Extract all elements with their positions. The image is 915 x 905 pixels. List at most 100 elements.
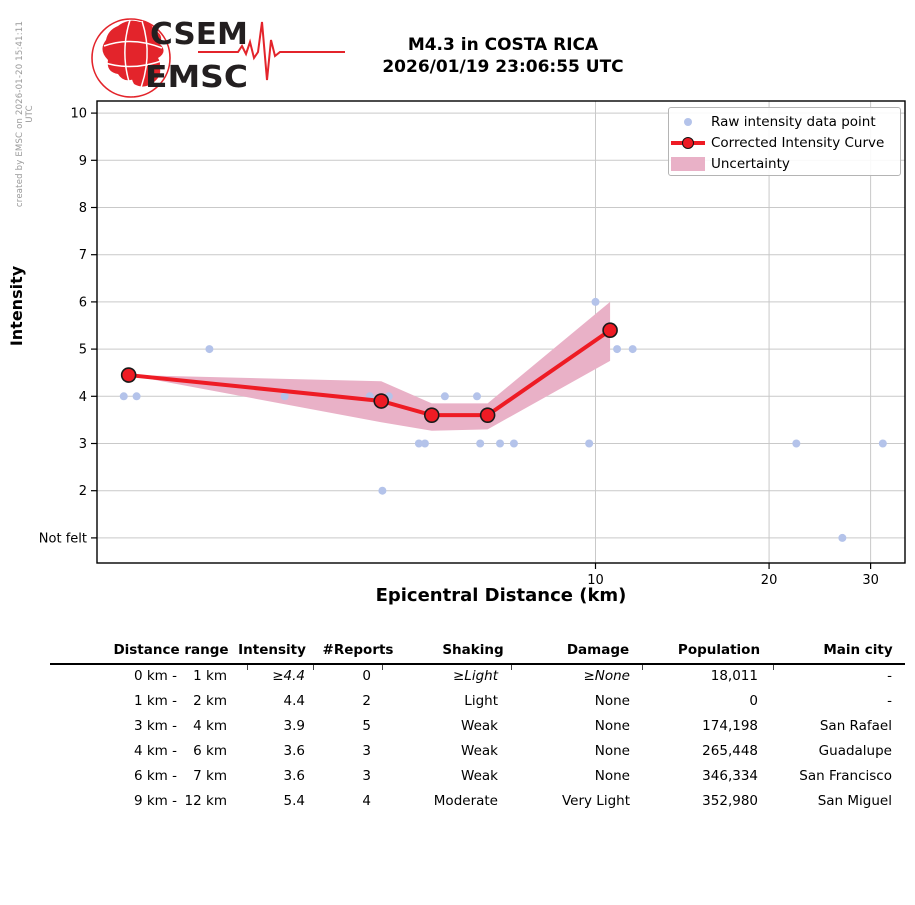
raw-point-marker-icon bbox=[684, 117, 692, 126]
cell-intensity: 3.9 bbox=[283, 718, 305, 734]
raw-intensity-point bbox=[440, 392, 449, 401]
y-tick-label: 4 bbox=[79, 390, 87, 405]
cell-intensity: 3.6 bbox=[283, 743, 305, 759]
column-divider bbox=[313, 665, 314, 670]
raw-intensity-point bbox=[414, 439, 423, 448]
cell-city: San Rafael bbox=[819, 718, 892, 734]
raw-intensity-point bbox=[591, 297, 600, 306]
title-line-1: M4.3 in COSTA RICA bbox=[407, 35, 599, 55]
cell-shaking: Light bbox=[464, 693, 498, 709]
cell-reports: 3 bbox=[362, 743, 371, 759]
y-tick-label: 10 bbox=[70, 107, 87, 122]
column-divider bbox=[382, 665, 383, 670]
column-divider bbox=[247, 665, 248, 670]
raw-intensity-point bbox=[132, 392, 141, 401]
cell-population: 174,198 bbox=[702, 718, 758, 734]
cell-range_from: 9 km - bbox=[133, 793, 177, 809]
y-tick-label: 8 bbox=[79, 201, 87, 216]
cell-reports: 3 bbox=[362, 768, 371, 784]
cell-population: 346,334 bbox=[702, 768, 758, 784]
cell-range_to: 1 km bbox=[193, 668, 227, 684]
legend-item-band: Uncertainty bbox=[669, 153, 900, 174]
y-tick-label: 5 bbox=[79, 343, 87, 358]
created-by-note: created by EMSC on 2026-01-20 15:41:11 U… bbox=[15, 20, 35, 208]
column-divider bbox=[642, 665, 643, 670]
cell-damage: None bbox=[594, 743, 630, 759]
cell-city: - bbox=[887, 668, 892, 684]
uncertainty-swatch-icon bbox=[671, 156, 705, 171]
raw-intensity-point bbox=[420, 439, 429, 448]
legend-item-raw: Raw intensity data point bbox=[669, 111, 900, 132]
cell-city: Guadalupe bbox=[818, 743, 892, 759]
column-divider bbox=[773, 665, 774, 670]
cell-reports: 0 bbox=[362, 668, 371, 684]
cell-population: 265,448 bbox=[702, 743, 758, 759]
cell-population: 0 bbox=[749, 693, 758, 709]
raw-intensity-point bbox=[585, 439, 594, 448]
raw-intensity-point bbox=[119, 392, 128, 401]
cell-shaking: Moderate bbox=[433, 793, 498, 809]
plot-frame bbox=[96, 100, 906, 564]
cell-range_to: 12 km bbox=[184, 793, 227, 809]
cell-damage: None bbox=[594, 768, 630, 784]
title-line-2: 2026/01/19 23:06:55 UTC bbox=[382, 57, 624, 77]
table-header-damage: Damage bbox=[566, 642, 630, 658]
cell-population: 352,980 bbox=[702, 793, 758, 809]
cell-range_from: 4 km - bbox=[133, 743, 177, 759]
raw-intensity-point bbox=[838, 533, 847, 542]
raw-intensity-point bbox=[476, 439, 485, 448]
cell-shaking: Weak bbox=[461, 768, 498, 784]
raw-intensity-point bbox=[378, 486, 387, 495]
y-tick-label: 9 bbox=[79, 154, 87, 169]
y-tick-label: 7 bbox=[79, 248, 87, 263]
x-tick-label: 20 bbox=[761, 573, 778, 588]
raw-intensity-point bbox=[628, 345, 637, 354]
cell-range_from: 3 km - bbox=[133, 718, 177, 734]
cell-damage: None bbox=[594, 693, 630, 709]
curve-marker-icon bbox=[671, 136, 705, 149]
legend-label: Corrected Intensity Curve bbox=[711, 134, 885, 151]
cell-shaking: Weak bbox=[461, 718, 498, 734]
cell-city: San Miguel bbox=[817, 793, 892, 809]
raw-intensity-point bbox=[613, 345, 622, 354]
table-header-main-city: Main city bbox=[823, 642, 893, 658]
legend-item-curve: Corrected Intensity Curve bbox=[669, 132, 900, 153]
chart-legend: Raw intensity data point Corrected Inten… bbox=[668, 107, 901, 176]
cell-range_from: 0 km - bbox=[133, 668, 177, 684]
cell-intensity: 4.4 bbox=[283, 693, 305, 709]
curve-marker bbox=[120, 367, 137, 383]
y-tick-label: 2 bbox=[79, 484, 87, 499]
raw-intensity-point bbox=[473, 392, 482, 401]
raw-intensity-point bbox=[509, 439, 518, 448]
column-divider bbox=[511, 665, 512, 670]
table-header-rule bbox=[50, 663, 905, 665]
logo-text-emsc: EMSC bbox=[145, 60, 248, 95]
cell-shaking: ≥Light bbox=[452, 668, 498, 684]
x-tick-label: 10 bbox=[587, 573, 604, 588]
legend-label: Raw intensity data point bbox=[711, 113, 876, 130]
page-title: M4.3 in COSTA RICA 2026/01/19 23:06:55 U… bbox=[158, 34, 848, 78]
x-tick-label: 30 bbox=[862, 573, 879, 588]
curve-marker bbox=[423, 407, 440, 423]
table-header-intensity: Intensity bbox=[238, 642, 306, 658]
cell-damage: ≥None bbox=[583, 668, 630, 684]
uncertainty-band bbox=[128, 301, 611, 431]
globe-icon bbox=[91, 18, 171, 98]
cell-shaking: Weak bbox=[461, 743, 498, 759]
raw-intensity-point bbox=[496, 439, 505, 448]
y-tick-label: 3 bbox=[79, 437, 87, 452]
curve-marker-dot-icon bbox=[682, 136, 694, 149]
cell-city: San Francisco bbox=[799, 768, 892, 784]
cell-range_to: 2 km bbox=[193, 693, 227, 709]
y-tick-label: 6 bbox=[79, 295, 87, 310]
cell-intensity: 3.6 bbox=[283, 768, 305, 784]
y-axis-label: Intensity bbox=[7, 265, 26, 346]
curve-marker bbox=[373, 393, 390, 409]
legend-label: Uncertainty bbox=[711, 155, 790, 172]
y-tick-label: Not felt bbox=[39, 531, 87, 546]
cell-reports: 4 bbox=[362, 793, 371, 809]
cell-range_to: 7 km bbox=[193, 768, 227, 784]
seismogram-trace bbox=[198, 21, 345, 81]
cell-damage: None bbox=[594, 718, 630, 734]
